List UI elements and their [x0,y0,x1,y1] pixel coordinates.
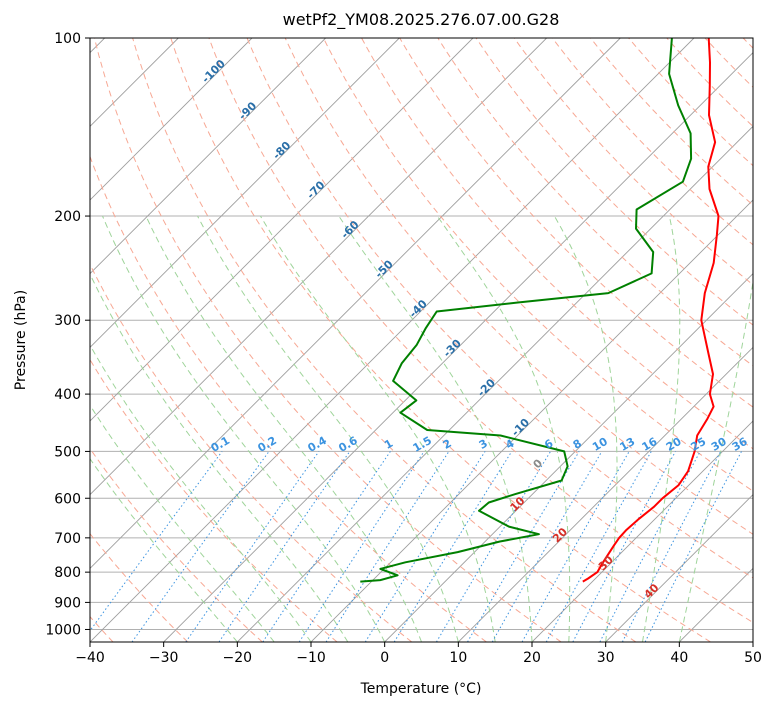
moist-adiabat-line [90,457,238,642]
sounding-profiles [360,38,720,583]
moist-adiabat-line [145,215,422,642]
dewpoint-profile-line [360,38,693,583]
dry-adiabat-line [132,38,637,642]
x-tick-label: −40 [75,650,105,666]
dry-adiabat-line [361,38,753,450]
y-tick-label: 100 [54,31,81,47]
isotherm-line [605,494,753,642]
dry-adiabat-line [437,38,753,367]
isotherm-line [90,38,474,422]
isotherm-line [384,273,753,642]
moist-adiabat-line [553,215,618,642]
isotherm-line [90,38,621,569]
x-tick-label: 30 [597,650,615,666]
moist-adiabat-line [259,215,496,642]
dry-adiabat-line [90,447,263,642]
isotherm-line [90,38,547,496]
x-tick-label: 50 [744,650,762,666]
dry-adiabat-line [170,38,711,642]
dry-adiabat-line [90,263,413,642]
y-axis-ticks: 100 200 300 400 500 600 700 800 900 1000 [45,31,90,638]
mixing-ratio-line [572,451,676,642]
y-tick-label: 900 [54,595,81,611]
x-axis-title: Temperature (°C) [360,681,482,697]
isotherm-line [237,125,753,642]
moist-adiabat-line [436,215,571,642]
mixing-ratio-line [521,451,630,642]
mixing-ratio-line [644,451,742,642]
isotherm-line [90,38,253,201]
mixing-ratio-line [325,451,450,642]
isotherm-line [531,420,753,642]
mixing-ratio-line [545,451,652,642]
dry-adiabat-line [628,38,753,167]
dry-adiabat-line [551,38,753,246]
mixing-ratio-line [621,451,722,642]
x-tick-label: 0 [380,650,389,666]
moist-adiabat-line [197,215,459,642]
mixing-ratio-line [131,451,270,642]
plot-frame [89,37,754,643]
isotherm-line [458,346,753,642]
mixing-ratio-line [393,451,513,642]
y-tick-label: 800 [54,565,81,581]
mixing-ratio-line [262,451,391,642]
dry-adiabat-line [590,38,753,206]
moist-adiabat-line [102,215,386,642]
x-tick-label: 40 [670,650,688,666]
y-tick-label: 700 [54,531,81,547]
chart-title: wetPf2_YM08.2025.276.07.00.G28 [283,10,560,30]
x-tick-label: −20 [223,650,253,666]
isobar-lines [90,38,753,630]
y-tick-label: 200 [54,209,81,225]
temperature-profile-line [582,38,720,583]
plot-area: 0.1 0.2 0.4 0.6 1 1.5 2 3 4 6 8 10 13 16 20 25 30 36-100-… [89,37,754,643]
mixing-ratio-line [218,451,351,642]
y-tick-label: 400 [54,387,81,403]
x-tick-label: 20 [523,650,541,666]
mixing-ratio-line [298,451,425,642]
moist-adiabat-line [678,278,753,642]
mixing-ratio-line [185,451,320,642]
isotherm-line [90,38,326,275]
y-tick-label: 1000 [45,622,81,638]
y-tick-label: 300 [54,313,81,329]
dry-adiabat-line [284,38,753,535]
x-tick-label: −30 [149,650,179,666]
x-tick-label: −10 [296,650,326,666]
isotherm-line [90,38,400,348]
mixing-ratio-lines [90,451,742,642]
y-tick-label: 500 [54,444,81,460]
dry-adiabat-line [90,155,487,642]
moist-adiabat-line [338,215,533,642]
isotherm-line [163,52,753,642]
dry-adiabat-line [246,38,753,579]
dry-adiabat-line [94,38,562,642]
dry-adiabat-line [475,38,753,326]
x-axis-ticks: −40 −30 −20 −10 0 10 20 30 40 50 [75,642,762,666]
moist-adiabat-line [90,404,275,642]
y-tick-label: 600 [54,491,81,507]
y-axis-title: Pressure (hPa) [13,290,29,390]
mixing-ratio-line [90,451,223,632]
dry-adiabat-lines [90,38,753,642]
dry-adiabat-line [399,38,753,408]
moist-adiabat-line [642,215,681,642]
moist-adiabat-line [90,344,312,642]
x-tick-label: 10 [449,650,467,666]
